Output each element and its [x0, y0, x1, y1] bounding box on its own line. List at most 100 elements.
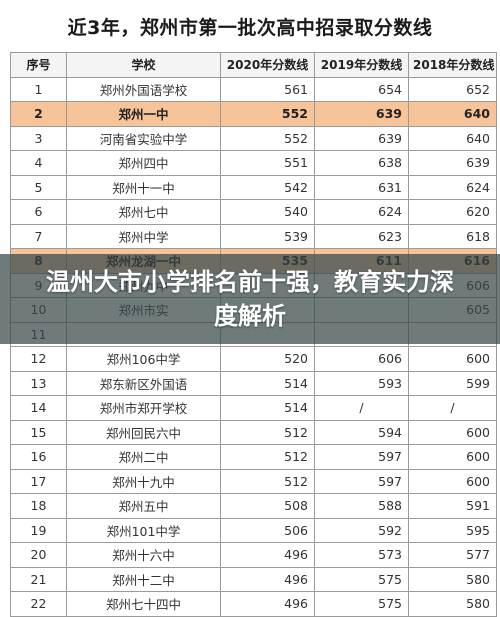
cell-2018: 599 [408, 370, 497, 396]
cell-2019: 624 [314, 199, 409, 225]
table-row: 14 郑州市郑开学校 514// [10, 395, 497, 421]
cell-2020: 551 [220, 150, 315, 176]
table-row: 7 郑州中学 539 623 618 [10, 223, 497, 249]
cell-school: 郑州106中学 [66, 346, 221, 372]
table-row: 12 郑州106中学 520 606 600 [10, 346, 497, 372]
table-row: 3 河南省实验中学 552 639 640 [10, 125, 497, 151]
cell-school: 郑州十二中 [66, 566, 221, 592]
cell-index: 2 [10, 101, 67, 127]
cell-2019: 639 [314, 101, 409, 127]
table-row: 17 郑州十九中 512 597 600 [10, 468, 497, 494]
cell-2020: 512 [220, 444, 315, 470]
cell-2019: 588 [314, 493, 409, 519]
cell-index: 4 [10, 150, 67, 176]
cell-2020: 539 [220, 223, 315, 249]
cell-school: 河南省实验中学 [66, 125, 221, 151]
cell-2020: 561 [220, 76, 315, 102]
cell-index: 22 [10, 591, 67, 617]
cell-2020: 552 [220, 101, 315, 127]
table-row: 20 郑州十六中 496 573 577 [10, 542, 497, 568]
overlay-title: 温州大市小学排名前十强，教育实力深度解析 [46, 268, 454, 330]
cell-school: 郑州七中 [66, 199, 221, 225]
cell-2019: 631 [314, 174, 409, 200]
table-title: 近3年，郑州市第一批次高中招录取分数线 [67, 16, 433, 39]
cell-2018: 600 [408, 444, 497, 470]
cell-2019: 575 [314, 591, 409, 617]
cell-index: 3 [10, 125, 67, 151]
cell-index: 6 [10, 199, 67, 225]
cell-school: 郑州四中 [66, 150, 221, 176]
cell-2019: 639 [314, 125, 409, 151]
header-index: 序号 [10, 52, 67, 78]
table-body: 1 郑州外国语学校 561 654 652 2 郑州一中 552 639 640 3 河南省实验中学 5… [10, 76, 497, 617]
table-row: 6 郑州七中 540 624 620 [10, 199, 497, 225]
cell-2018: 652 [408, 76, 497, 102]
cell-2020: 496 [220, 542, 315, 568]
cell-index: 19 [10, 517, 67, 543]
cell-school: 郑州二中 [66, 444, 221, 470]
table-row: 13 郑东新区外国语 514 593 599 [10, 370, 497, 396]
cell-school: 郑州五中 [66, 493, 221, 519]
cell-2018: 624 [408, 174, 497, 200]
cell-school: 郑州市郑开学校 [66, 395, 221, 421]
table-row: 2 郑州一中 552 639 640 [10, 101, 497, 127]
table-row: 22 郑州七十四中 496 575 580 [10, 591, 497, 617]
cell-2020: 540 [220, 199, 315, 225]
cell-2018: 591 [408, 493, 497, 519]
cell-2019: / [314, 395, 409, 421]
cell-2019: 638 [314, 150, 409, 176]
cell-index: 1 [10, 76, 67, 102]
cell-2019: 623 [314, 223, 409, 249]
cell-2018: 620 [408, 199, 497, 225]
cell-school: 郑州回民六中 [66, 419, 221, 445]
cell-2020: 506 [220, 517, 315, 543]
table-row: 15 郑州回民六中 512 594 600 [10, 419, 497, 445]
cell-school: 郑州101中学 [66, 517, 221, 543]
cell-index: 18 [10, 493, 67, 519]
cell-2020: 512 [220, 468, 315, 494]
cell-2019: 592 [314, 517, 409, 543]
cell-2019: 593 [314, 370, 409, 396]
cell-2019: 654 [314, 76, 409, 102]
cell-2018: 580 [408, 566, 497, 592]
cell-2018: 595 [408, 517, 497, 543]
cell-2019: 573 [314, 542, 409, 568]
cell-school: 郑州外国语学校 [66, 76, 221, 102]
cell-2018: 618 [408, 223, 497, 249]
cell-2020: 520 [220, 346, 315, 372]
cell-2020: 552 [220, 125, 315, 151]
overlay-banner: 温州大市小学排名前十强，教育实力深度解析 [0, 254, 500, 344]
table-row: 5 郑州十一中 542 631 624 [10, 174, 497, 200]
cell-2020: 508 [220, 493, 315, 519]
cell-school: 郑东新区外国语 [66, 370, 221, 396]
cell-2018: 577 [408, 542, 497, 568]
cell-school: 郑州七十四中 [66, 591, 221, 617]
cell-school: 郑州一中 [66, 101, 221, 127]
cell-2020: 496 [220, 591, 315, 617]
cell-2018: 640 [408, 101, 497, 127]
cell-index: 17 [10, 468, 67, 494]
cell-2019: 594 [314, 419, 409, 445]
cell-2020: 514 [220, 370, 315, 396]
cell-2020: 514 [220, 395, 315, 421]
header-2020: 2020年分数线 [220, 52, 315, 78]
cell-2019: 575 [314, 566, 409, 592]
table-header-row: 序号 学校 2020年分数线 2019年分数线 2018年分数线 [10, 52, 497, 78]
cell-index: 15 [10, 419, 67, 445]
table-row: 21 郑州十二中 496 575 580 [10, 566, 497, 592]
cell-2019: 597 [314, 468, 409, 494]
header-2019: 2019年分数线 [314, 52, 409, 78]
cell-2018: 639 [408, 150, 497, 176]
table-row: 16 郑州二中 512 597 600 [10, 444, 497, 470]
cell-school: 郑州十九中 [66, 468, 221, 494]
header-school: 学校 [66, 52, 221, 78]
cell-index: 14 [10, 395, 67, 421]
table-row: 18 郑州五中 508 588 591 [10, 493, 497, 519]
header-2018: 2018年分数线 [408, 52, 497, 78]
cell-index: 20 [10, 542, 67, 568]
cell-index: 12 [10, 346, 67, 372]
cell-2018: 580 [408, 591, 497, 617]
cell-2020: 542 [220, 174, 315, 200]
cell-index: 5 [10, 174, 67, 200]
